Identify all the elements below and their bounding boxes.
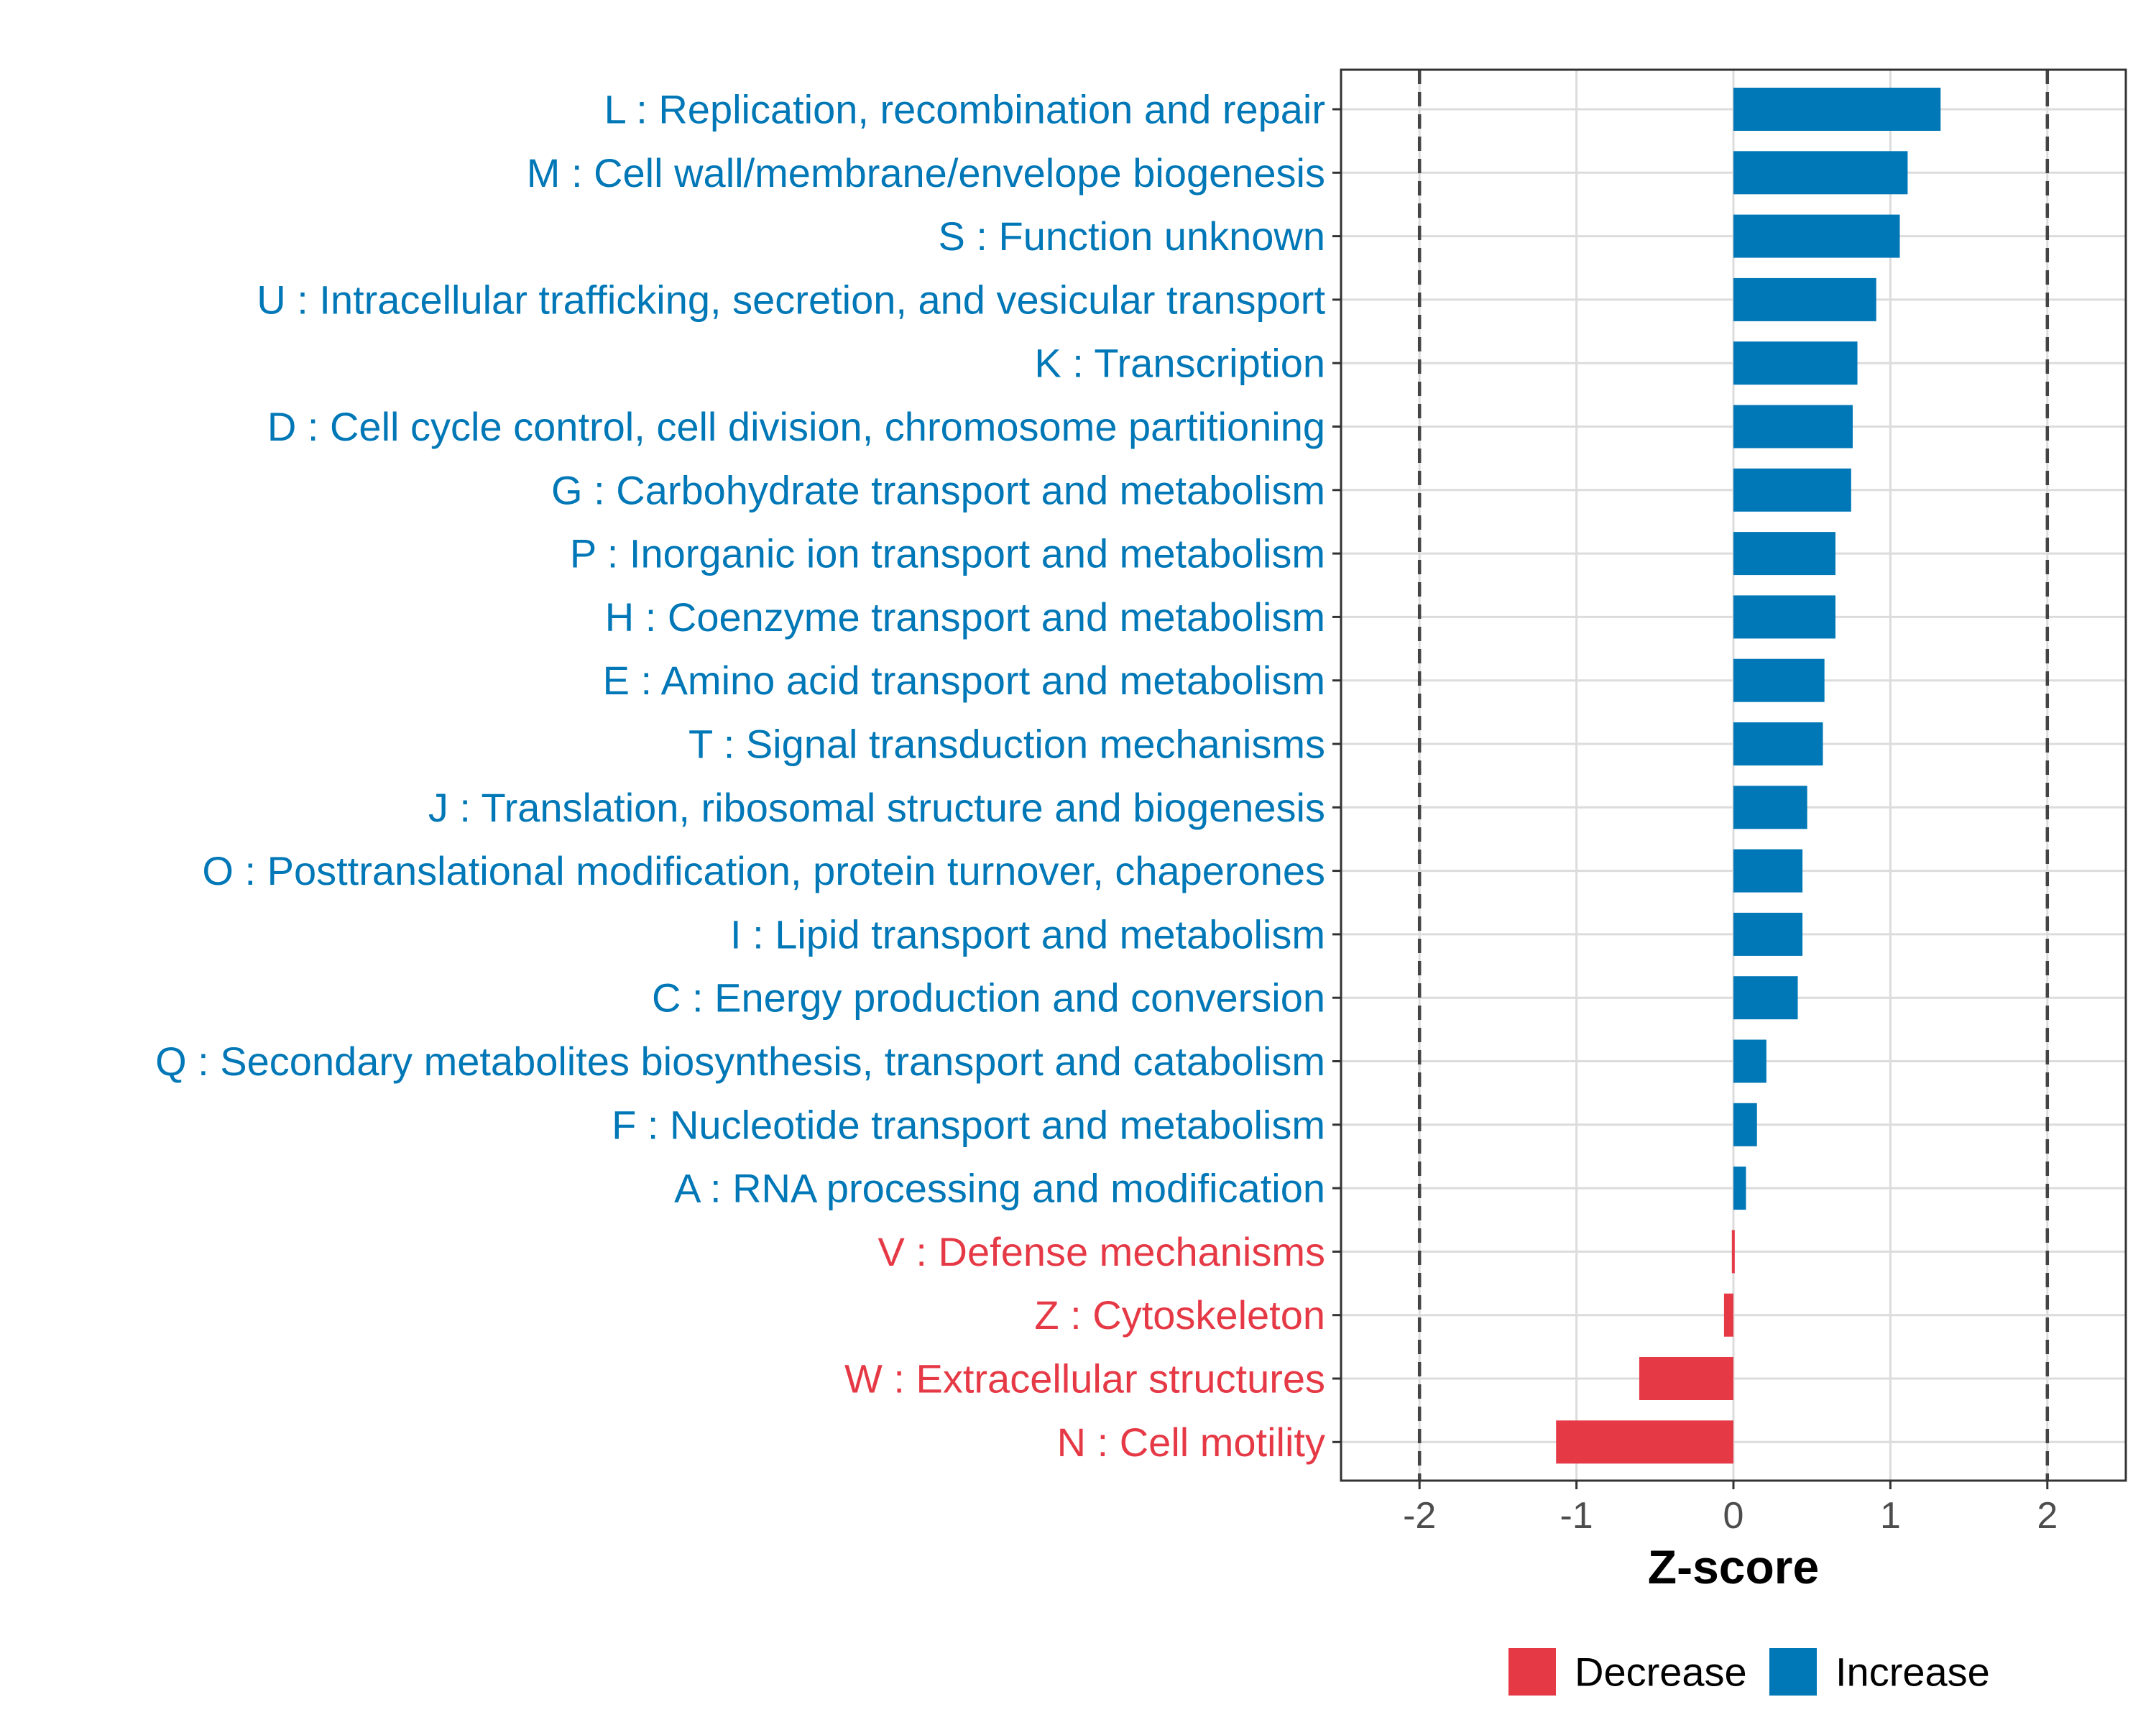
legend-label: Decrease bbox=[1575, 1650, 1747, 1695]
category-label: D : Cell cycle control, cell division, c… bbox=[267, 404, 1325, 449]
bar bbox=[1723, 1293, 1733, 1337]
bar bbox=[1733, 468, 1851, 512]
bar bbox=[1733, 405, 1853, 448]
category-label: V : Defense mechanisms bbox=[878, 1229, 1325, 1274]
bar bbox=[1733, 912, 1803, 956]
x-tick-label: -2 bbox=[1403, 1495, 1436, 1537]
bar bbox=[1639, 1357, 1733, 1400]
bar bbox=[1733, 277, 1876, 321]
bar bbox=[1733, 214, 1900, 258]
bar bbox=[1733, 849, 1803, 893]
bar-layer bbox=[1556, 88, 1941, 1464]
legend-swatch bbox=[1769, 1648, 1817, 1696]
category-label: T : Signal transduction mechanisms bbox=[688, 722, 1325, 767]
bar bbox=[1733, 88, 1941, 131]
category-label: Z : Cytoskeleton bbox=[1034, 1292, 1325, 1338]
category-label: F : Nucleotide transport and metabolism bbox=[612, 1102, 1325, 1147]
legend-label: Increase bbox=[1835, 1650, 1990, 1695]
bar bbox=[1733, 151, 1908, 195]
x-tick-label: 1 bbox=[1880, 1495, 1901, 1537]
bar bbox=[1733, 1103, 1757, 1146]
category-label: G : Carbohydrate transport and metabolis… bbox=[551, 467, 1325, 512]
category-label: I : Lipid transport and metabolism bbox=[730, 911, 1325, 957]
bar bbox=[1733, 1167, 1746, 1210]
bar bbox=[1556, 1420, 1733, 1464]
bar bbox=[1733, 786, 1807, 829]
category-label: M : Cell wall/membrane/envelope biogenes… bbox=[527, 150, 1325, 196]
category-label: L : Replication, recombination and repai… bbox=[604, 87, 1325, 132]
category-label: S : Function unknown bbox=[938, 213, 1325, 259]
x-axis: -2 -1 0 1 2 Z-score bbox=[1403, 1481, 2058, 1593]
category-label: N : Cell motility bbox=[1057, 1420, 1325, 1465]
bar bbox=[1733, 341, 1858, 385]
category-label: H : Coenzyme transport and metabolism bbox=[605, 594, 1325, 640]
category-label: C : Energy production and conversion bbox=[652, 975, 1325, 1021]
x-axis-title: Z-score bbox=[1648, 1540, 1819, 1593]
bar bbox=[1731, 1230, 1735, 1274]
bar bbox=[1733, 722, 1823, 765]
legend-swatch bbox=[1508, 1648, 1556, 1696]
x-tick-label: -1 bbox=[1560, 1495, 1593, 1537]
bar bbox=[1733, 1039, 1766, 1083]
category-label: W : Extracellular structures bbox=[844, 1356, 1325, 1402]
category-label: P : Inorganic ion transport and metaboli… bbox=[570, 531, 1325, 576]
category-label: K : Transcription bbox=[1034, 341, 1325, 386]
category-label: J : Translation, ribosomal structure and… bbox=[428, 785, 1325, 830]
category-label: O : Posttranslational modification, prot… bbox=[202, 848, 1325, 893]
bar bbox=[1733, 658, 1825, 702]
category-label: U : Intracellular trafficking, secretion… bbox=[257, 277, 1325, 322]
bar bbox=[1733, 532, 1835, 576]
bar bbox=[1733, 976, 1798, 1020]
bar bbox=[1733, 595, 1835, 639]
x-tick-label: 0 bbox=[1723, 1495, 1744, 1537]
legend: Decrease Increase bbox=[1508, 1648, 1990, 1696]
category-label: E : Amino acid transport and metabolism bbox=[603, 658, 1325, 703]
category-label: Q : Secondary metabolites biosynthesis, … bbox=[155, 1039, 1325, 1084]
category-label-layer: L : Replication, recombination and repai… bbox=[155, 87, 1341, 1465]
category-label: A : RNA processing and modification bbox=[674, 1166, 1325, 1211]
x-tick-label: 2 bbox=[2037, 1495, 2058, 1537]
